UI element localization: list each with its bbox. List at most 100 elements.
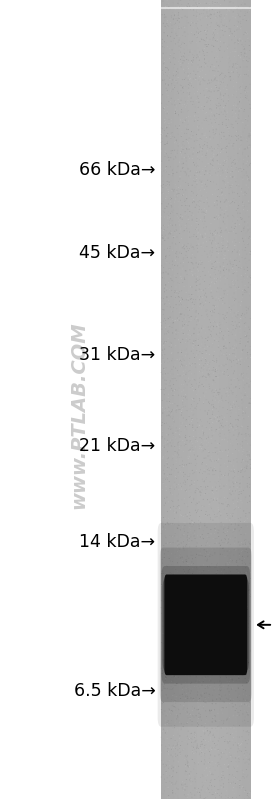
Point	[167, 328, 171, 341]
Point	[226, 773, 231, 786]
Point	[210, 169, 214, 182]
Point	[173, 105, 178, 118]
Point	[204, 205, 209, 218]
Point	[199, 33, 204, 46]
Point	[188, 293, 193, 306]
Point	[185, 301, 190, 314]
Point	[218, 597, 223, 610]
Point	[195, 686, 200, 699]
Point	[193, 360, 198, 373]
Point	[192, 106, 197, 119]
Point	[159, 662, 164, 674]
Point	[162, 384, 166, 396]
Point	[169, 615, 174, 628]
Point	[190, 516, 195, 529]
Point	[172, 227, 177, 240]
Point	[212, 703, 217, 716]
Point	[169, 109, 173, 121]
Point	[186, 74, 190, 86]
Point	[173, 84, 177, 97]
Point	[237, 624, 241, 637]
Point	[213, 435, 218, 447]
Point	[203, 38, 207, 51]
Point	[195, 578, 199, 591]
Point	[224, 142, 228, 155]
Point	[196, 96, 201, 109]
Point	[160, 232, 165, 244]
Point	[199, 133, 204, 146]
Point	[207, 756, 212, 769]
Point	[230, 568, 234, 581]
Point	[195, 260, 200, 273]
Point	[248, 143, 252, 156]
Point	[205, 50, 209, 62]
Point	[165, 99, 170, 112]
Point	[199, 176, 204, 189]
Point	[185, 404, 190, 417]
Point	[180, 516, 185, 529]
Point	[234, 179, 239, 192]
Point	[219, 250, 223, 263]
Point	[174, 27, 178, 40]
Point	[218, 690, 222, 703]
Point	[238, 567, 243, 580]
Point	[195, 153, 200, 165]
Point	[174, 224, 179, 237]
Point	[232, 771, 236, 784]
Point	[234, 339, 239, 352]
Point	[221, 234, 225, 247]
Point	[235, 438, 240, 451]
Point	[179, 622, 183, 634]
Point	[221, 624, 225, 637]
Point	[182, 639, 186, 652]
Point	[166, 118, 170, 131]
Point	[237, 753, 241, 766]
Point	[197, 549, 201, 562]
Point	[226, 455, 231, 467]
Point	[161, 595, 165, 608]
Point	[229, 150, 233, 163]
Point	[210, 109, 214, 122]
Point	[225, 449, 230, 462]
Point	[173, 690, 177, 703]
Point	[224, 370, 228, 383]
Point	[244, 430, 248, 443]
Point	[221, 183, 225, 196]
Point	[208, 280, 213, 292]
Point	[216, 503, 221, 516]
Point	[243, 284, 248, 297]
Point	[177, 703, 181, 716]
Point	[193, 334, 198, 347]
Point	[218, 496, 222, 509]
Point	[207, 779, 212, 792]
Point	[234, 380, 239, 393]
Point	[185, 161, 190, 174]
Point	[216, 294, 221, 307]
Point	[161, 439, 165, 451]
Point	[197, 543, 201, 555]
Point	[199, 362, 204, 375]
Point	[162, 629, 166, 642]
Point	[213, 468, 217, 481]
Point	[220, 707, 225, 720]
Point	[240, 654, 245, 667]
Point	[202, 500, 207, 513]
Point	[239, 332, 243, 345]
Point	[188, 670, 192, 682]
Point	[167, 212, 172, 225]
Point	[213, 65, 217, 78]
Point	[220, 413, 225, 426]
Point	[172, 791, 176, 799]
Point	[208, 233, 212, 246]
Point	[165, 792, 170, 799]
Point	[214, 655, 219, 668]
Point	[202, 24, 207, 37]
Point	[231, 59, 236, 72]
Point	[199, 442, 204, 455]
Point	[196, 313, 200, 326]
Point	[239, 480, 243, 493]
Point	[160, 343, 165, 356]
Point	[177, 278, 181, 291]
Point	[215, 74, 219, 87]
Point	[243, 761, 248, 773]
